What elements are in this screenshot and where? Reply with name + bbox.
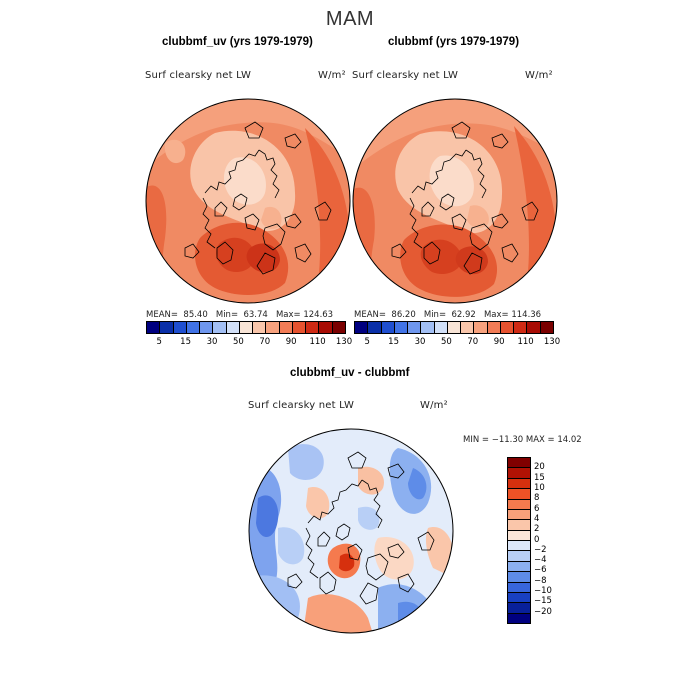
panel1-colorbar xyxy=(146,321,346,334)
colorbar-swatch xyxy=(508,613,530,623)
page-title: MAM xyxy=(325,8,375,30)
colorbar-swatch xyxy=(540,322,553,333)
colorbar-tick-label: −6 xyxy=(534,565,547,576)
colorbar-tick-label: 15 xyxy=(534,472,545,483)
colorbar-tick-label: 30 xyxy=(414,337,426,347)
colorbar-swatch xyxy=(368,322,382,333)
colorbar-tick-label: 5 xyxy=(156,337,162,347)
colorbar-swatch xyxy=(508,509,530,521)
panel1-units: W/m² xyxy=(318,70,346,81)
colorbar-swatch xyxy=(434,322,448,333)
colorbar-swatch xyxy=(239,322,254,333)
colorbar-swatch xyxy=(487,322,501,333)
colorbar-tick-label: 70 xyxy=(259,337,271,347)
colorbar-swatch xyxy=(381,322,395,333)
colorbar-swatch xyxy=(421,322,435,333)
colorbar-swatch xyxy=(292,322,307,333)
colorbar-tick-label: −20 xyxy=(534,606,552,617)
colorbar-swatch xyxy=(508,561,530,573)
colorbar-swatch xyxy=(508,530,530,541)
colorbar-swatch xyxy=(508,458,530,469)
colorbar-swatch xyxy=(266,322,280,333)
colorbar-swatch xyxy=(319,322,333,333)
colorbar-swatch xyxy=(408,322,422,333)
colorbar-tick-label: 15 xyxy=(388,337,400,347)
colorbar-swatch xyxy=(253,322,267,333)
diff-polar-map xyxy=(248,428,454,634)
colorbar-tick-label: −8 xyxy=(534,575,547,586)
colorbar-tick-label: −15 xyxy=(534,596,552,607)
colorbar-tick-label: 8 xyxy=(534,493,540,504)
colorbar-swatch xyxy=(508,489,530,500)
colorbar-swatch xyxy=(447,322,462,333)
colorbar-tick-label: 2 xyxy=(534,524,540,535)
colorbar-swatch xyxy=(461,322,475,333)
colorbar-tick-label: 4 xyxy=(534,513,540,524)
colorbar-swatch xyxy=(279,322,293,333)
colorbar-tick-label: −10 xyxy=(534,586,552,597)
colorbar-tick-label: 20 xyxy=(534,462,545,473)
colorbar-swatch xyxy=(226,322,240,333)
colorbar-tick-label: 50 xyxy=(232,337,244,347)
panel1-variable-label: Surf clearsky net LW xyxy=(145,70,252,81)
colorbar-swatch xyxy=(213,322,227,333)
colorbar-tick-label: 15 xyxy=(180,337,192,347)
colorbar-swatch xyxy=(508,478,530,490)
colorbar-swatch xyxy=(173,322,187,333)
panel1-polar-map xyxy=(145,98,351,304)
colorbar-tick-label: 90 xyxy=(493,337,505,347)
colorbar-swatch xyxy=(355,322,369,333)
colorbar-tick-label: 110 xyxy=(517,337,534,347)
colorbar-swatch xyxy=(394,322,409,333)
colorbar-tick-label: 5 xyxy=(364,337,370,347)
diff-colorbar xyxy=(507,457,531,624)
panel2-stats: MEAN= 86.20 Min= 62.92 Max= 114.36 xyxy=(354,310,542,320)
colorbar-swatch xyxy=(508,499,530,510)
colorbar-swatch xyxy=(508,603,530,614)
colorbar-tick-label: 110 xyxy=(309,337,326,347)
colorbar-swatch xyxy=(508,551,530,562)
colorbar-tick-label: 0 xyxy=(534,534,540,545)
panel1-title: clubbmf_uv (yrs 1979-1979) xyxy=(162,36,313,48)
colorbar-swatch xyxy=(186,322,201,333)
colorbar-swatch xyxy=(474,322,488,333)
diff-range: MIN = −11.30 MAX = 14.02 xyxy=(463,435,582,445)
colorbar-swatch xyxy=(508,520,530,531)
panel2-title: clubbmf (yrs 1979-1979) xyxy=(388,36,520,48)
colorbar-swatch xyxy=(332,322,345,333)
colorbar-tick-label: 10 xyxy=(534,482,545,493)
diff-title: clubbmf_uv - clubbmf xyxy=(290,367,410,379)
panel2-variable-label: Surf clearsky net LW xyxy=(352,70,459,81)
panel1-stats: MEAN= 85.40 Min= 63.74 Max= 124.63 xyxy=(146,310,334,320)
colorbar-tick-label: 50 xyxy=(440,337,452,347)
colorbar-tick-label: 70 xyxy=(467,337,479,347)
colorbar-swatch xyxy=(500,322,515,333)
colorbar-tick-label: −4 xyxy=(534,555,547,566)
diff-units: W/m² xyxy=(420,400,448,411)
colorbar-swatch xyxy=(527,322,541,333)
colorbar-swatch xyxy=(306,322,320,333)
colorbar-swatch xyxy=(508,572,530,583)
colorbar-swatch xyxy=(508,582,530,593)
colorbar-tick-label: 130 xyxy=(335,337,353,347)
colorbar-swatch xyxy=(508,468,530,479)
colorbar-swatch xyxy=(147,322,161,333)
panel2-units: W/m² xyxy=(525,70,553,81)
colorbar-tick-label: 90 xyxy=(285,337,297,347)
diff-variable-label: Surf clearsky net LW xyxy=(248,400,355,411)
panel2-polar-map xyxy=(352,98,558,304)
colorbar-swatch xyxy=(200,322,214,333)
colorbar-swatch xyxy=(160,322,174,333)
colorbar-swatch xyxy=(514,322,528,333)
colorbar-tick-label: 6 xyxy=(534,503,540,514)
colorbar-swatch xyxy=(508,592,530,604)
colorbar-tick-label: 30 xyxy=(206,337,218,347)
panel2-colorbar xyxy=(354,321,554,334)
colorbar-swatch xyxy=(508,541,530,552)
colorbar-tick-label: 130 xyxy=(543,337,561,347)
colorbar-tick-label: −2 xyxy=(534,544,547,555)
